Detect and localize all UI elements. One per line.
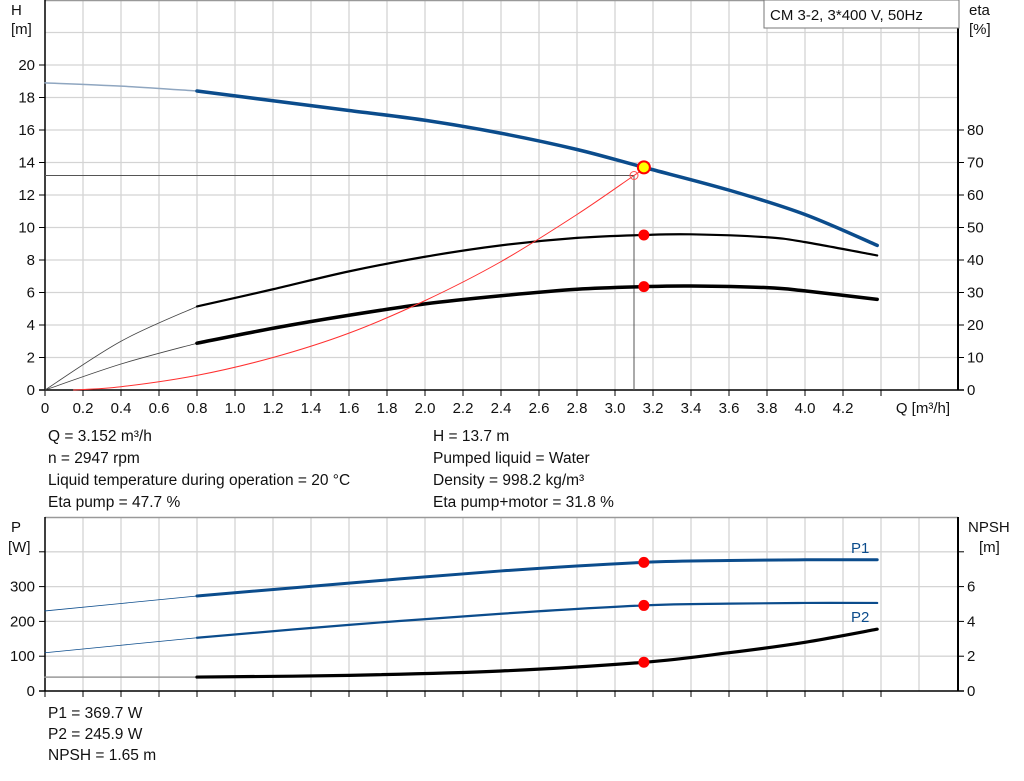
y-axis-unit-right: [%] — [969, 21, 991, 38]
eta_pump_motor-curve — [195, 284, 879, 345]
x-tick-label: 1.4 — [301, 400, 322, 417]
info-p1: P1 = 369.7 W — [48, 705, 143, 722]
P2-curve-extrapolated — [44, 637, 198, 654]
P1-curve-extrapolated — [44, 595, 198, 612]
info-npsh: NPSH = 1.65 m — [48, 747, 157, 764]
y-tick-label-right: 2 — [967, 648, 975, 665]
y-tick-label-left: 4 — [27, 317, 35, 334]
x-tick-label: 4.0 — [795, 400, 816, 417]
legend-pump-name: CM 3-2, 3*400 V, 50Hz — [770, 7, 923, 24]
x-tick-label: 3.6 — [719, 400, 740, 417]
y-tick-label-left: 6 — [27, 285, 35, 302]
x-tick-label: 3.2 — [643, 400, 664, 417]
y-tick-label-right: 0 — [967, 382, 975, 399]
legend-box — [763, 0, 960, 29]
y-tick-label-left: 300 — [10, 579, 35, 596]
x-tick-label: 0.6 — [149, 400, 170, 417]
info-q: Q = 3.152 m³/h — [48, 428, 152, 445]
x-tick-label: 2.4 — [491, 400, 512, 417]
info-p2: P2 = 245.9 W — [48, 726, 143, 743]
y-tick-label-left: 14 — [18, 155, 35, 172]
y-tick-label-left: 200 — [10, 613, 35, 630]
info-top-right: H = 13.7 m Pumped liquid = Water Density… — [433, 426, 614, 514]
y-tick-label-right: 80 — [967, 122, 984, 139]
y-axis-unit-left: [W] — [8, 539, 31, 556]
x-tick-label: 0 — [41, 400, 49, 417]
y-tick-label-right: 60 — [967, 187, 984, 204]
y-tick-label-left: 0 — [27, 382, 35, 399]
duty-point-p2-marker — [638, 599, 650, 611]
eta_pump_motor-curve-extrapolated — [44, 342, 198, 391]
x-tick-label: 2.8 — [567, 400, 588, 417]
duty-point-h-marker — [636, 160, 651, 175]
y-tick-label-left: 8 — [27, 252, 35, 269]
reference-point-marker — [629, 171, 639, 180]
info-bottom: P1 = 369.7 W P2 = 245.9 W NPSH = 1.65 m — [48, 703, 156, 766]
x-tick-label: 3.4 — [681, 400, 702, 417]
y-axis-label-right: NPSH — [968, 519, 1010, 536]
y-tick-label-right: 20 — [967, 317, 984, 334]
P1-curve — [195, 558, 879, 598]
duty-point-eta-pump-marker — [638, 229, 650, 241]
info-speed: n = 2947 rpm — [48, 450, 140, 467]
info-liquid: Pumped liquid = Water — [433, 450, 590, 467]
y-axis-label-left: P — [11, 519, 21, 536]
y-tick-label-right: 30 — [967, 285, 984, 302]
eta_pump-curve — [195, 233, 879, 308]
info-eta-pump: Eta pump = 47.7 % — [48, 494, 181, 511]
duty-point-eta-pump-motor-marker — [638, 281, 650, 293]
info-temperature: Liquid temperature during operation = 20… — [48, 472, 351, 489]
y-tick-label-right: 70 — [967, 155, 984, 172]
x-tick-label: 0.2 — [73, 400, 94, 417]
P2-curve — [195, 601, 879, 639]
x-tick-label: 2.2 — [453, 400, 474, 417]
y-tick-label-right: 50 — [967, 220, 984, 237]
duty-point-npsh-marker — [638, 656, 650, 668]
y-tick-label-left: 0 — [27, 683, 35, 700]
x-tick-label: 2.0 — [415, 400, 436, 417]
x-tick-label: 2.6 — [529, 400, 550, 417]
y-axis-label-left: H — [11, 2, 22, 19]
info-h: H = 13.7 m — [433, 428, 510, 445]
y-tick-label-right: 6 — [967, 579, 975, 596]
system-curve — [73, 168, 645, 391]
y-tick-label-right: 0 — [967, 683, 975, 700]
y-tick-label-left: 100 — [10, 648, 35, 665]
y-tick-label-left: 2 — [27, 350, 35, 367]
x-tick-label: 1.2 — [263, 400, 284, 417]
x-tick-label: 0.8 — [187, 400, 208, 417]
y-tick-label-right: 10 — [967, 350, 984, 367]
y-tick-label-left: 18 — [18, 90, 35, 107]
series-label-p2: P2 — [851, 609, 869, 626]
info-density: Density = 998.2 kg/m³ — [433, 472, 585, 489]
y-axis-label-right: eta — [969, 2, 991, 19]
y-axis-unit-left: [m] — [11, 21, 32, 38]
y-tick-label-left: 20 — [18, 57, 35, 74]
NPSH-curve — [195, 627, 879, 679]
x-tick-label: 1.6 — [339, 400, 360, 417]
H-curve — [195, 89, 879, 248]
eta_pump-curve-extrapolated — [44, 306, 198, 391]
y-tick-label-right: 4 — [967, 613, 975, 630]
x-axis-label: Q [m³/h] — [896, 400, 950, 417]
x-tick-label: 1.0 — [225, 400, 246, 417]
x-tick-label: 3.8 — [757, 400, 778, 417]
duty-point-p1-marker — [638, 556, 650, 568]
y-axis-unit-right: [m] — [979, 539, 1000, 556]
x-tick-label: 0.4 — [111, 400, 132, 417]
info-top-left: Q = 3.152 m³/h n = 2947 rpm Liquid tempe… — [48, 426, 350, 514]
series-label-p1: P1 — [851, 540, 869, 557]
info-eta-pump-motor: Eta pump+motor = 31.8 % — [433, 494, 614, 511]
x-tick-label: 1.8 — [377, 400, 398, 417]
y-tick-label-left: 16 — [18, 122, 35, 139]
y-tick-label-right: 40 — [967, 252, 984, 269]
H-curve-extrapolated — [44, 82, 198, 92]
y-tick-label-left: 10 — [18, 220, 35, 237]
y-tick-label-left: 12 — [18, 187, 35, 204]
x-tick-label: 3.0 — [605, 400, 626, 417]
x-tick-label: 4.2 — [833, 400, 854, 417]
